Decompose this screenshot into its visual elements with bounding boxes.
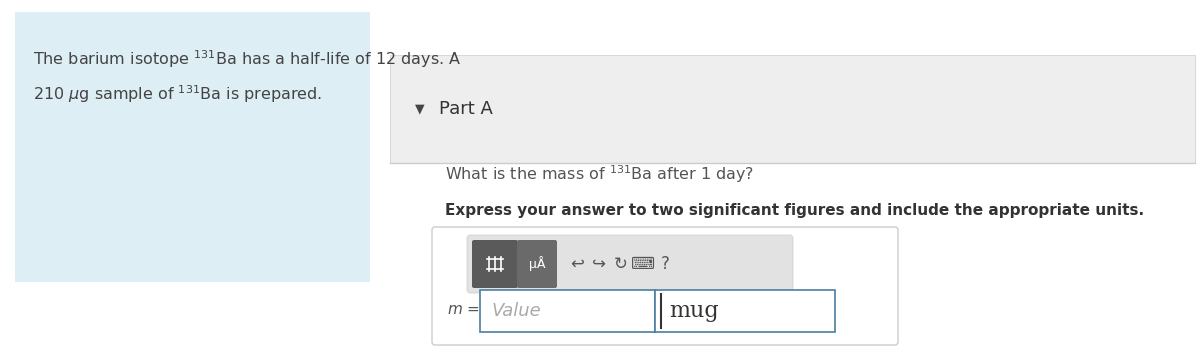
FancyBboxPatch shape — [472, 240, 518, 288]
Text: 210 $\mu$g sample of $^{131}$Ba is prepared.: 210 $\mu$g sample of $^{131}$Ba is prepa… — [34, 83, 322, 105]
Text: ?: ? — [660, 255, 670, 273]
Text: $m$ =: $m$ = — [446, 303, 480, 318]
Text: μÅ: μÅ — [529, 257, 545, 272]
Bar — [390, 55, 1195, 163]
Text: What is the mass of $^{131}$Ba after 1 day?: What is the mass of $^{131}$Ba after 1 d… — [445, 163, 754, 185]
Text: ↩: ↩ — [570, 255, 584, 273]
Bar — [655, 290, 835, 332]
Text: ↻: ↻ — [614, 255, 628, 273]
Text: Value: Value — [492, 302, 541, 320]
Text: mug: mug — [670, 300, 719, 322]
Text: ↪: ↪ — [592, 255, 606, 273]
Text: ⌨: ⌨ — [631, 255, 655, 273]
Bar — [14, 12, 370, 282]
FancyBboxPatch shape — [517, 240, 557, 288]
Text: Express your answer to two significant figures and include the appropriate units: Express your answer to two significant f… — [445, 203, 1144, 218]
FancyBboxPatch shape — [432, 227, 898, 345]
FancyBboxPatch shape — [467, 235, 793, 293]
Text: Part A: Part A — [439, 100, 493, 118]
Text: The barium isotope $^{131}$Ba has a half-life of 12 days. A: The barium isotope $^{131}$Ba has a half… — [34, 48, 462, 70]
Bar — [480, 290, 655, 332]
Text: ▼: ▼ — [415, 103, 425, 115]
